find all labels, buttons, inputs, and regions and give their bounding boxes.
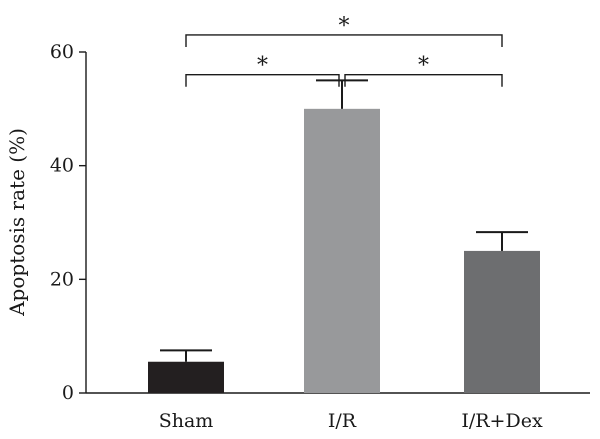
significance-bracket: * xyxy=(344,54,503,87)
bars xyxy=(148,108,540,393)
y-axis: 0 20 40 60 xyxy=(50,41,87,404)
bar xyxy=(148,361,224,393)
significance-star: * xyxy=(418,54,429,79)
bar xyxy=(464,250,540,393)
y-tick-label: 60 xyxy=(50,41,74,63)
significance-star: * xyxy=(257,54,268,79)
y-axis-title: Apoptosis rate (%) xyxy=(5,128,29,317)
error-bars xyxy=(160,79,528,362)
significance-star: * xyxy=(339,14,350,39)
error-bar xyxy=(160,349,212,362)
x-tick-label: Sham xyxy=(159,410,214,432)
significance-bracket: * xyxy=(185,54,340,87)
error-bar xyxy=(316,79,368,109)
x-tick-label: I/R xyxy=(328,410,357,432)
error-bar xyxy=(476,231,528,251)
significance-brackets: * * * xyxy=(185,14,503,87)
bar xyxy=(304,108,380,393)
y-tick-label: 0 xyxy=(62,382,74,404)
y-tick-label: 20 xyxy=(50,268,74,290)
y-tick-label: 40 xyxy=(50,155,74,177)
x-tick-label: I/R+Dex xyxy=(461,410,543,432)
x-axis: Sham I/R I/R+Dex xyxy=(86,392,590,432)
significance-bracket: * xyxy=(185,14,503,47)
